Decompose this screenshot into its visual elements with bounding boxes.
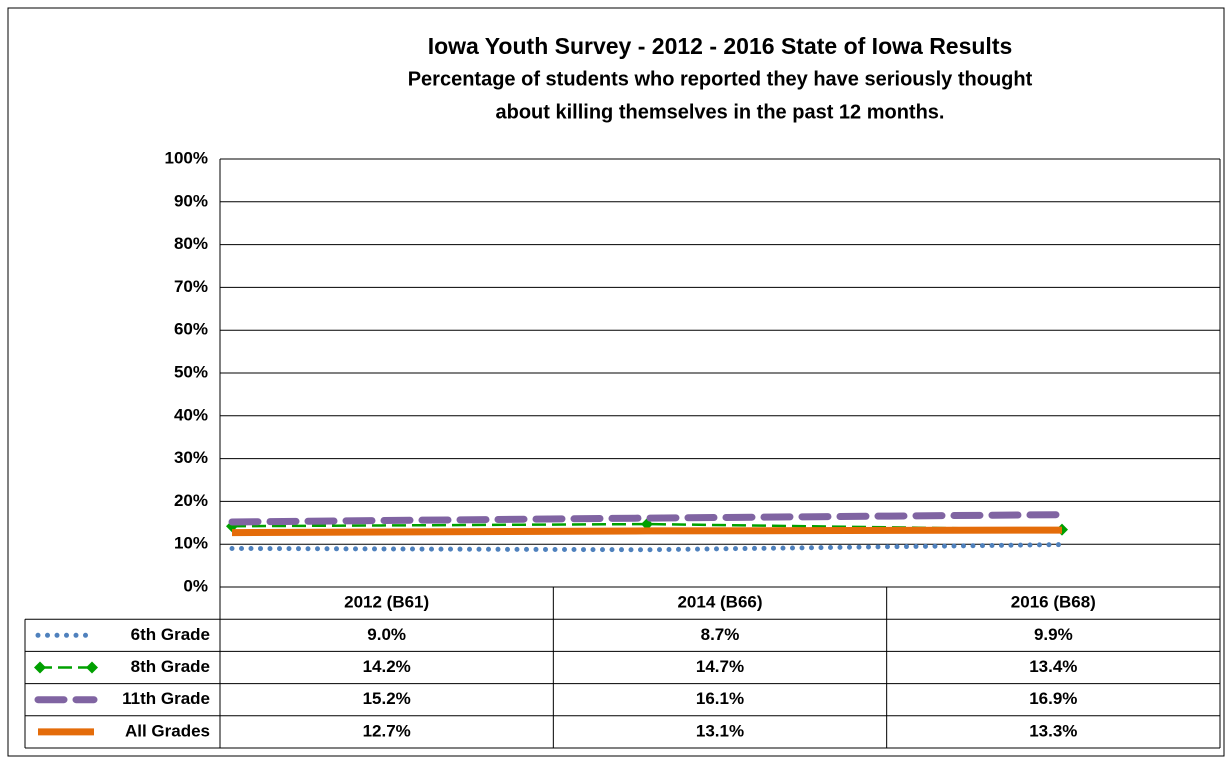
chart-subtitle: Percentage of students who reported they… — [408, 68, 1033, 90]
table-cell: 14.7% — [696, 657, 744, 676]
x-tick-label: 2016 (B68) — [1011, 593, 1096, 612]
table-cell: 8.7% — [701, 625, 740, 644]
y-tick-label: 40% — [174, 405, 208, 424]
legend-marker — [86, 661, 98, 674]
y-tick-label: 0% — [183, 576, 208, 595]
legend-label: 8th Grade — [131, 657, 210, 676]
table-cell: 12.7% — [363, 721, 411, 740]
y-tick-label: 90% — [174, 191, 208, 210]
chart-subtitle: about killing themselves in the past 12 … — [496, 101, 945, 123]
table-cell: 13.3% — [1029, 721, 1077, 740]
series-line — [229, 542, 1065, 553]
table-cell: 14.2% — [363, 657, 411, 676]
y-tick-label: 100% — [165, 148, 208, 167]
y-tick-label: 60% — [174, 320, 208, 339]
legend-label: 11th Grade — [122, 689, 210, 708]
table-cell: 13.1% — [696, 721, 744, 740]
legend-label: 6th Grade — [131, 625, 210, 644]
x-tick-label: 2014 (B66) — [677, 593, 762, 612]
x-tick-label: 2012 (B61) — [344, 593, 429, 612]
legend-marker — [34, 661, 46, 674]
table-cell: 15.2% — [363, 689, 411, 708]
table-cell: 16.1% — [696, 689, 744, 708]
series-line — [228, 511, 1066, 526]
chart-title: Iowa Youth Survey - 2012 - 2016 State of… — [428, 33, 1013, 59]
y-tick-label: 10% — [174, 534, 208, 553]
series-line — [231, 526, 1063, 537]
legend-label: All Grades — [125, 721, 210, 740]
chart-border — [7, 7, 1225, 757]
y-tick-label: 20% — [174, 491, 208, 510]
y-tick-label: 70% — [174, 277, 208, 296]
y-tick-label: 30% — [174, 448, 208, 467]
y-tick-label: 80% — [174, 234, 208, 253]
table-cell: 16.9% — [1029, 689, 1077, 708]
table-cell: 9.9% — [1034, 625, 1073, 644]
table-cell: 9.0% — [367, 625, 406, 644]
table-cell: 13.4% — [1029, 657, 1077, 676]
y-tick-label: 50% — [174, 362, 208, 381]
